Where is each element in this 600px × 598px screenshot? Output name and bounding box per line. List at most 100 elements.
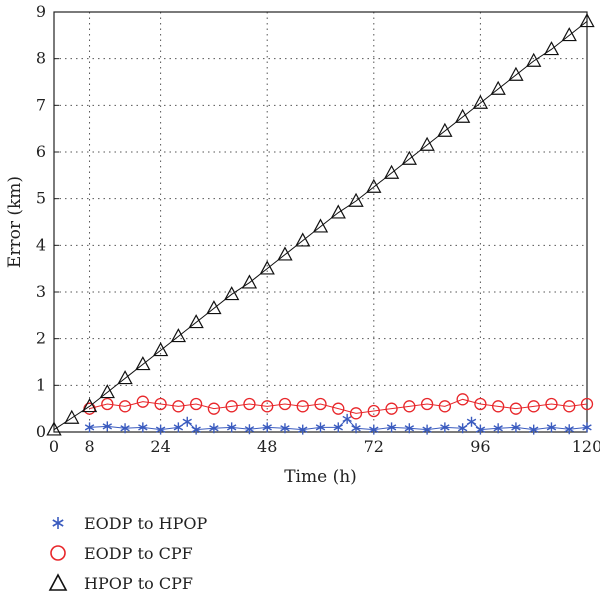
data-point-asterisk: [138, 422, 148, 433]
data-point-triangle: [383, 164, 400, 179]
data-point-asterisk: [244, 424, 255, 435]
data-point-triangle: [135, 356, 151, 371]
data-point-asterisk: [351, 423, 361, 434]
data-point-triangle: [64, 409, 80, 424]
data-point-circle: [456, 393, 469, 406]
data-point-asterisk: [440, 422, 450, 433]
data-point-circle: [207, 402, 221, 415]
x-tick-label: 72: [364, 437, 384, 456]
data-point-asterisk: [546, 422, 557, 433]
data-point-triangle: [117, 370, 133, 385]
data-point-triangle: [437, 122, 453, 137]
data-point-circle: [349, 407, 363, 420]
data-point-triangle: [348, 192, 364, 207]
data-point-triangle: [490, 80, 506, 95]
data-point-triangle: [508, 66, 524, 81]
series-asterisk: [84, 413, 592, 435]
triangle-marker-icon: [48, 573, 68, 591]
data-point-triangle: [188, 314, 204, 329]
data-series: [46, 13, 595, 436]
data-point-circle: [172, 400, 185, 413]
data-point-triangle: [46, 421, 62, 436]
data-point-triangle: [366, 178, 382, 193]
data-point-triangle: [170, 328, 187, 343]
data-point-asterisk: [102, 421, 112, 432]
data-point-triangle: [277, 246, 293, 261]
data-point-asterisk: [404, 423, 415, 434]
legend-label: EODP to HPOP: [84, 513, 208, 533]
data-point-triangle: [206, 300, 222, 315]
circle-marker-icon: [50, 545, 66, 561]
data-point-triangle: [224, 286, 240, 301]
y-tick-label: 3: [36, 282, 46, 301]
x-tick-label: 120: [572, 437, 600, 456]
data-point-asterisk: [191, 424, 201, 435]
x-tick-label: 48: [257, 437, 277, 456]
data-point-triangle: [241, 274, 258, 289]
data-point-circle: [474, 397, 487, 411]
data-point-circle: [332, 402, 345, 415]
data-point-asterisk: [155, 424, 166, 435]
data-point-circle: [385, 402, 398, 415]
data-point-triangle: [259, 260, 275, 275]
y-tick-label: 7: [36, 95, 46, 114]
data-point-circle: [225, 400, 238, 413]
plot-area-frame: [53, 11, 588, 433]
data-point-triangle: [81, 398, 98, 413]
data-point-asterisk: [564, 424, 574, 435]
y-tick-label: 1: [36, 375, 46, 394]
y-tick-label: 9: [36, 2, 46, 21]
data-point-circle: [296, 400, 309, 413]
data-point-triangle: [543, 41, 560, 56]
chart-canvas: 0 8 24 48 72 96 120 0 1 2 3 4 5 6 7 8 9 Time (h) Error (…: [5, 2, 600, 487]
data-point-circle: [492, 400, 505, 413]
data-point-asterisk: [280, 423, 290, 434]
data-point-triangle: [312, 218, 329, 233]
data-point-triangle: [579, 13, 595, 28]
data-point-asterisk: [120, 423, 130, 434]
data-point-asterisk: [386, 422, 397, 433]
data-point-asterisk: [342, 413, 352, 424]
data-point-asterisk: [529, 424, 539, 435]
y-tick-label: 4: [36, 235, 46, 254]
data-point-circle: [243, 397, 256, 411]
data-point-triangle: [401, 150, 417, 165]
data-point-asterisk: [493, 423, 503, 434]
axis-ticks: 0 8 24 48 72 96 120 0 1 2 3 4 5 6 7 8 9: [36, 2, 600, 456]
x-axis-title: Time (h): [284, 467, 357, 487]
data-point-circle: [420, 397, 434, 411]
data-point-circle: [278, 397, 292, 411]
x-tick-label: 0: [49, 437, 59, 456]
data-point-asterisk: [226, 422, 237, 433]
data-point-circle: [509, 402, 523, 415]
x-tick-label: 24: [150, 437, 170, 456]
data-point-asterisk: [315, 422, 326, 433]
data-point-asterisk: [262, 422, 272, 433]
series-triangle: [46, 13, 595, 436]
legend-item-eodp-cpf: EODP to CPF: [44, 538, 207, 568]
data-point-asterisk: [475, 424, 486, 435]
data-point-circle: [101, 397, 114, 411]
series-circle: [83, 393, 594, 420]
legend-item-hpop-cpf: HPOP to CPF: [44, 568, 207, 598]
data-point-asterisk: [511, 422, 521, 433]
data-point-circle: [545, 397, 558, 411]
y-tick-label: 0: [36, 422, 46, 441]
series-line: [89, 398, 588, 414]
asterisk-marker-icon: [52, 517, 64, 529]
data-point-circle: [154, 397, 167, 411]
data-point-circle: [118, 400, 132, 413]
legend-item-eodp-hpop: EODP to HPOP: [44, 508, 207, 538]
y-tick-label: 6: [36, 142, 46, 161]
data-point-triangle: [454, 108, 471, 123]
data-point-asterisk: [457, 423, 468, 434]
y-tick-label: 5: [36, 189, 46, 208]
data-point-triangle: [472, 94, 489, 109]
data-point-circle: [314, 397, 327, 411]
data-point-triangle: [295, 232, 311, 247]
legend-label: HPOP to CPF: [84, 573, 193, 593]
data-point-triangle: [152, 342, 169, 357]
x-tick-label: 8: [84, 437, 94, 456]
data-point-asterisk: [298, 424, 308, 435]
data-point-asterisk: [173, 422, 184, 433]
